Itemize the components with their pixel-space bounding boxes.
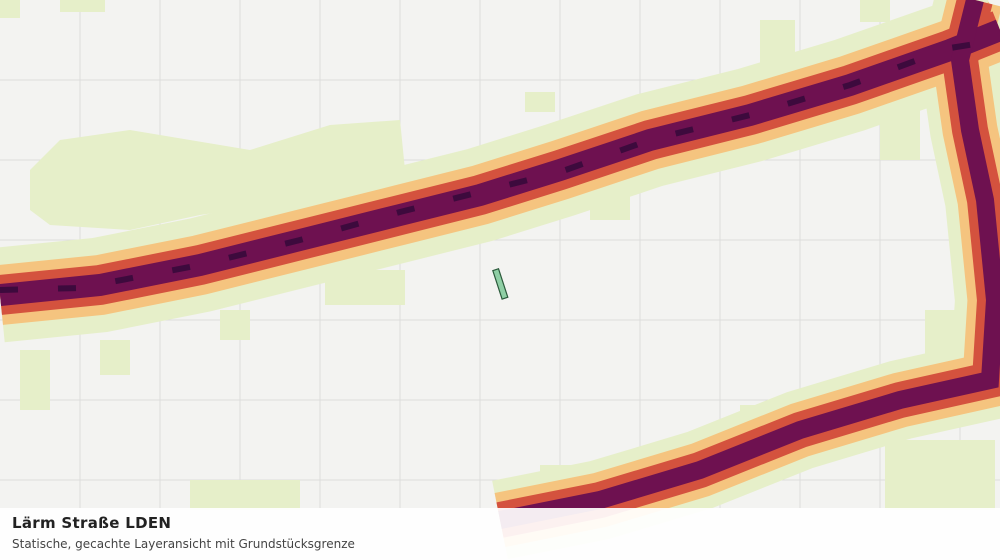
layer-subtitle: Statische, gecachte Layeransicht mit Gru… xyxy=(12,537,355,551)
property-boundary[interactable] xyxy=(492,268,509,300)
info-panel: Lärm Straße LDEN Statische, gecachte Lay… xyxy=(0,508,1000,560)
layer-title: Lärm Straße LDEN xyxy=(12,514,172,532)
